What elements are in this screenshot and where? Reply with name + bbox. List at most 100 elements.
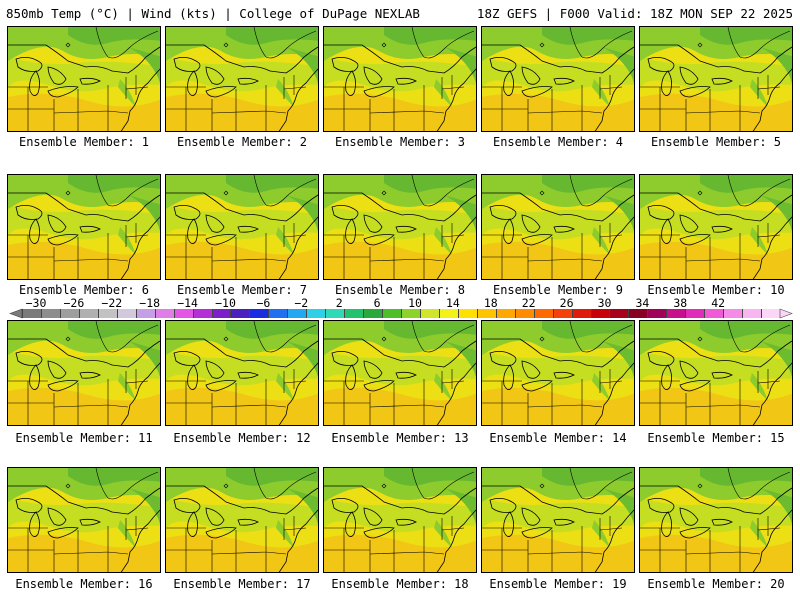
ensemble-member-label: Ensemble Member: 18 [331, 577, 469, 591]
ensemble-map-7 [165, 174, 319, 280]
ensemble-member-label: Ensemble Member: 19 [489, 577, 627, 591]
temperature-map [482, 27, 635, 132]
colorbar-cell [287, 309, 307, 318]
colorbar-cell [97, 309, 118, 318]
ensemble-member-label: Ensemble Member: 2 [176, 135, 308, 149]
temperature-map [166, 468, 319, 573]
colorbar-tick-label: 2 [335, 296, 343, 310]
ensemble-map-5 [639, 26, 793, 132]
colorbar-cell [476, 309, 497, 318]
colorbar-cell [704, 309, 724, 318]
temperature-map [640, 27, 793, 132]
colorbar-cell [192, 309, 212, 318]
colorbar-cell [363, 309, 383, 318]
colorbar-tick-label: 6 [373, 296, 381, 310]
colorbar-track [22, 309, 781, 318]
colorbar-cell [666, 309, 686, 318]
colorbar-cell [382, 309, 402, 318]
colorbar-tick-label: 18 [483, 296, 498, 310]
colorbar-cell [306, 309, 326, 318]
colorbar-cell [249, 309, 269, 318]
colorbar-cell [59, 309, 80, 318]
colorbar-arrows [9, 308, 793, 319]
colorbar-tick-label: −30 [25, 296, 47, 310]
colorbar-cell [628, 309, 648, 318]
ensemble-map-8 [323, 174, 477, 280]
ensemble-map-19 [481, 467, 635, 573]
ensemble-member-label: Ensemble Member: 1 [18, 135, 150, 149]
ensemble-member-label: Ensemble Member: 13 [331, 431, 469, 445]
ensemble-map-18 [323, 467, 477, 573]
ensemble-map-20 [639, 467, 793, 573]
temperature-map [640, 175, 793, 280]
temperature-map [482, 175, 635, 280]
colorbar-cell [268, 309, 288, 318]
colorbar-cell [401, 309, 421, 318]
ensemble-map-4 [481, 26, 635, 132]
colorbar-cell [723, 309, 743, 318]
colorbar-cell [419, 309, 440, 318]
temperature-map [8, 321, 161, 426]
temperature-map [324, 27, 477, 132]
colorbar-tick-label: −18 [139, 296, 161, 310]
ensemble-member-label: Ensemble Member: 11 [15, 431, 153, 445]
temperature-map [482, 321, 635, 426]
colorbar-cell [552, 309, 573, 318]
colorbar-cell [173, 309, 194, 318]
ensemble-member-label: Ensemble Member: 6 [18, 283, 150, 297]
temperature-colorbar: −30 −26 −22 −18 −14 −10 −6 −2 2 6 10 14 18 22 26 30 34 38… [0, 296, 800, 322]
colorbar-cell [685, 309, 705, 318]
colorbar-cell [571, 309, 591, 318]
colorbar-cell [211, 309, 231, 318]
ensemble-map-13 [323, 320, 477, 426]
colorbar-tick-label: −6 [256, 296, 271, 310]
product-title: 850mb Temp (°C) | Wind (kts) | College o… [6, 6, 420, 21]
colorbar-cell [325, 309, 345, 318]
colorbar-cell [533, 309, 554, 318]
colorbar-cell [22, 309, 42, 318]
colorbar-cell [514, 309, 535, 318]
ensemble-member-label: Ensemble Member: 9 [492, 283, 624, 297]
colorbar-cell [344, 309, 364, 318]
temperature-map [166, 27, 319, 132]
colorbar-tick-label: 38 [673, 296, 688, 310]
colorbar-cell [742, 309, 762, 318]
temperature-map [324, 468, 477, 573]
colorbar-cell [135, 309, 156, 318]
ensemble-map-2 [165, 26, 319, 132]
ensemble-member-label: Ensemble Member: 16 [15, 577, 153, 591]
colorbar-tick-label: 22 [521, 296, 536, 310]
temperature-map [166, 321, 319, 426]
ensemble-map-10 [639, 174, 793, 280]
colorbar-cell [230, 309, 250, 318]
ensemble-member-label: Ensemble Member: 12 [173, 431, 311, 445]
colorbar-cell [438, 309, 459, 318]
colorbar-cell [116, 309, 137, 318]
ensemble-map-11 [7, 320, 161, 426]
temperature-map [324, 175, 477, 280]
header: 850mb Temp (°C) | Wind (kts) | College o… [0, 0, 800, 24]
ensemble-member-label: Ensemble Member: 4 [492, 135, 624, 149]
colorbar-cell [78, 309, 99, 318]
colorbar-cell [761, 309, 781, 318]
ensemble-member-label: Ensemble Member: 15 [647, 431, 785, 445]
colorbar-tick-label: −26 [63, 296, 85, 310]
colorbar-cell [457, 309, 478, 318]
colorbar-tick-label: −22 [101, 296, 123, 310]
colorbar-tick-label: −14 [177, 296, 198, 310]
ensemble-map-9 [481, 174, 635, 280]
colorbar-tick-label: 30 [597, 296, 612, 310]
ensemble-map-6 [7, 174, 161, 280]
colorbar-cell [590, 309, 610, 318]
colorbar-tick-label: 26 [559, 296, 574, 310]
temperature-map [8, 175, 161, 280]
temperature-map [324, 321, 477, 426]
temperature-map [640, 468, 793, 573]
ensemble-member-label: Ensemble Member: 10 [647, 283, 785, 297]
ensemble-member-label: Ensemble Member: 17 [173, 577, 311, 591]
colorbar-tick-label: 14 [445, 296, 460, 310]
ensemble-map-1 [7, 26, 161, 132]
ensemble-map-12 [165, 320, 319, 426]
ensemble-member-label: Ensemble Member: 7 [176, 283, 308, 297]
ensemble-member-label: Ensemble Member: 14 [489, 431, 627, 445]
